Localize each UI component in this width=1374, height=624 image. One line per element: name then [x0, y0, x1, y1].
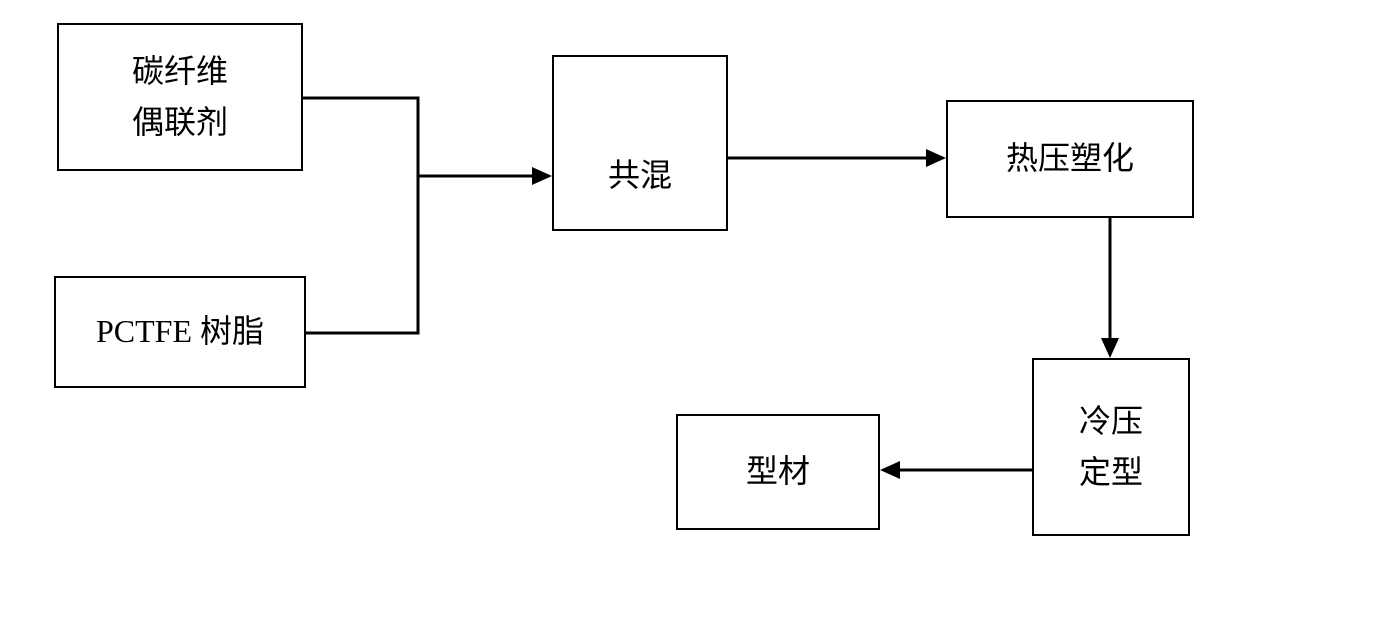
node-input-carbon-fiber: 碳纤维 偶联剂: [57, 23, 303, 171]
node-hot-press: 热压塑化: [946, 100, 1194, 218]
arrowhead-icon: [926, 149, 946, 167]
flowchart-canvas: 碳纤维 偶联剂 PCTFE 树脂 共混 热压塑化 冷压 定型 型材: [0, 0, 1374, 624]
node-blend: 共混: [552, 55, 728, 231]
edge-input1-to-join: [303, 98, 418, 176]
node-text: 冷压: [1079, 396, 1143, 447]
node-profile: 型材: [676, 414, 880, 530]
arrowhead-icon: [532, 167, 552, 185]
node-input-pctfe: PCTFE 树脂: [54, 276, 306, 388]
node-text: 热压塑化: [1006, 133, 1134, 184]
node-text: 定型: [1079, 447, 1143, 498]
arrowhead-icon: [1101, 338, 1119, 358]
node-text: 共混: [608, 150, 672, 201]
node-text: 型材: [746, 446, 810, 497]
arrowhead-icon: [880, 461, 900, 479]
node-cold-press: 冷压 定型: [1032, 358, 1190, 536]
edge-input2-to-join: [306, 176, 418, 333]
node-text: 偶联剂: [132, 97, 228, 148]
node-text: 碳纤维: [132, 46, 228, 97]
node-text: PCTFE 树脂: [96, 306, 264, 357]
